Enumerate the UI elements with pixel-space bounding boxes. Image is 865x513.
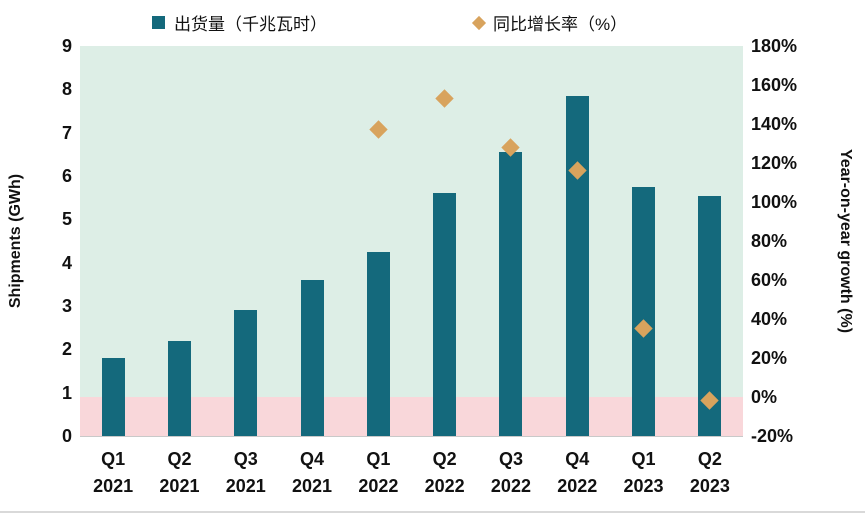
x-axis-tick-label: Q1 2021 — [93, 449, 134, 496]
shipments-legend-label: 出货量（千兆瓦时） — [174, 15, 327, 34]
shipments-bar-2 — [167, 340, 191, 436]
x-axis-tick-label: Q4 2022 — [557, 449, 598, 496]
right-axis-tick-label: 120% — [751, 153, 798, 173]
legend-item-growth: 同比增长率（%） — [471, 10, 628, 35]
x-axis-tick-label: Q1 2023 — [623, 449, 664, 496]
x-axis-tick-label: Q2 2023 — [689, 449, 730, 496]
right-axis-title: Year-on-year growth (%) — [837, 148, 854, 334]
left-axis-tick-label: 6 — [61, 166, 72, 186]
shipments-bar-1 — [101, 358, 125, 436]
x-axis-tick-label: Q2 2022 — [424, 449, 465, 496]
right-axis-tick-label: 60% — [751, 270, 788, 290]
left-axis-tick-label: 5 — [61, 209, 72, 230]
right-axis-tick-label: -20% — [751, 426, 794, 446]
x-axis-tick-label: Q3 2021 — [225, 449, 266, 496]
left-axis-title: Shipments (GWh) — [7, 173, 24, 309]
x-axis-tick-label: Q1 2022 — [358, 449, 399, 496]
left-axis-tick-label: 8 — [61, 79, 72, 100]
shipments-bar-9 — [632, 186, 656, 436]
plot-area — [80, 46, 743, 437]
left-axis-tick-label: 1 — [61, 382, 72, 403]
x-axis-tick-label: Q2 2021 — [159, 449, 200, 496]
shipments-legend-swatch-icon — [152, 16, 165, 29]
right-axis-tick-label: 180% — [751, 36, 798, 56]
x-axis-tick-label: Q4 2021 — [292, 449, 333, 496]
x-axis-tick-label: Q3 2022 — [490, 449, 531, 496]
right-axis-tick-label: 100% — [751, 192, 798, 212]
right-axis-tick-label: 40% — [751, 309, 788, 329]
left-axis-tick-label: 7 — [61, 122, 72, 143]
right-axis-tick-label: 20% — [751, 348, 788, 368]
shipments-bar-8 — [565, 95, 589, 436]
growth-marker-6 — [435, 89, 454, 108]
left-axis-tick-label: 3 — [61, 296, 72, 316]
shipments-bar-4 — [300, 280, 324, 436]
left-axis-tick-label: 0 — [61, 426, 72, 446]
x-axis-ticks: Q1 2021 Q2 2021 Q3 2021 Q4 2021 Q1 2022 Q2 2022 Q3 20… — [80, 446, 743, 504]
left-axis-ticks: 0 1 2 3 4 5 6 7 8 9 — [28, 37, 72, 445]
shipments-bar-5 — [366, 251, 390, 436]
left-axis-tick-label: 4 — [61, 252, 72, 273]
right-axis-tick-label: 80% — [751, 231, 788, 251]
growth-marker-5 — [369, 120, 388, 140]
growth-legend-swatch-icon — [471, 15, 487, 30]
right-axis-tick-label: 160% — [751, 75, 798, 95]
shipments-bar-3 — [234, 310, 258, 436]
left-axis-tick-label: 2 — [61, 339, 72, 360]
left-axis-tick-label: 9 — [61, 36, 72, 56]
growth-legend-label: 同比增长率（%） — [493, 15, 628, 34]
right-axis-tick-label: 0% — [751, 387, 778, 407]
legend-item-shipments: 出货量（千兆瓦时） — [152, 10, 327, 35]
shipments-bar-7 — [499, 152, 523, 436]
right-axis-ticks: -20% 0% 20% 40% 60% 80% 100% 120% 140% 160% 180% — [751, 37, 815, 445]
shipments-bar-10 — [698, 195, 722, 436]
right-axis-tick-label: 140% — [751, 114, 798, 134]
shipments-bar-6 — [433, 193, 457, 436]
